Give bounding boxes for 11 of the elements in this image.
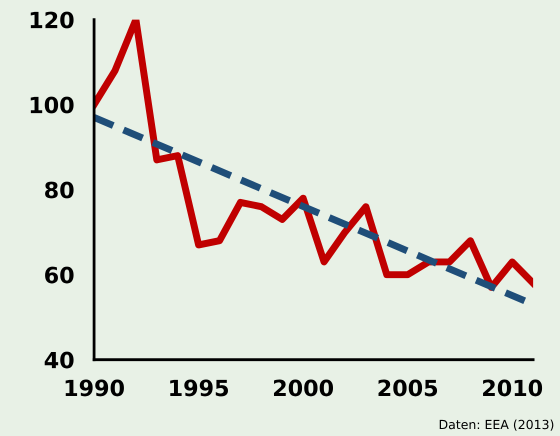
y-tick-label: 40: [44, 352, 74, 368]
x-tick-label: 2010: [483, 380, 542, 396]
x-tick-label: 2005: [378, 380, 438, 396]
y-tick-label: 100: [30, 96, 74, 114]
y-tick-label: 80: [45, 182, 74, 198]
x-tick-label: 2000: [274, 380, 334, 396]
y-tick-label: 60: [45, 266, 74, 284]
x-tick-label: 1995: [170, 380, 228, 396]
x-tick-label: 1990: [66, 380, 124, 396]
text: Daten: EEA (2013): [440, 420, 554, 431]
y-tick-label: 120: [30, 12, 74, 28]
